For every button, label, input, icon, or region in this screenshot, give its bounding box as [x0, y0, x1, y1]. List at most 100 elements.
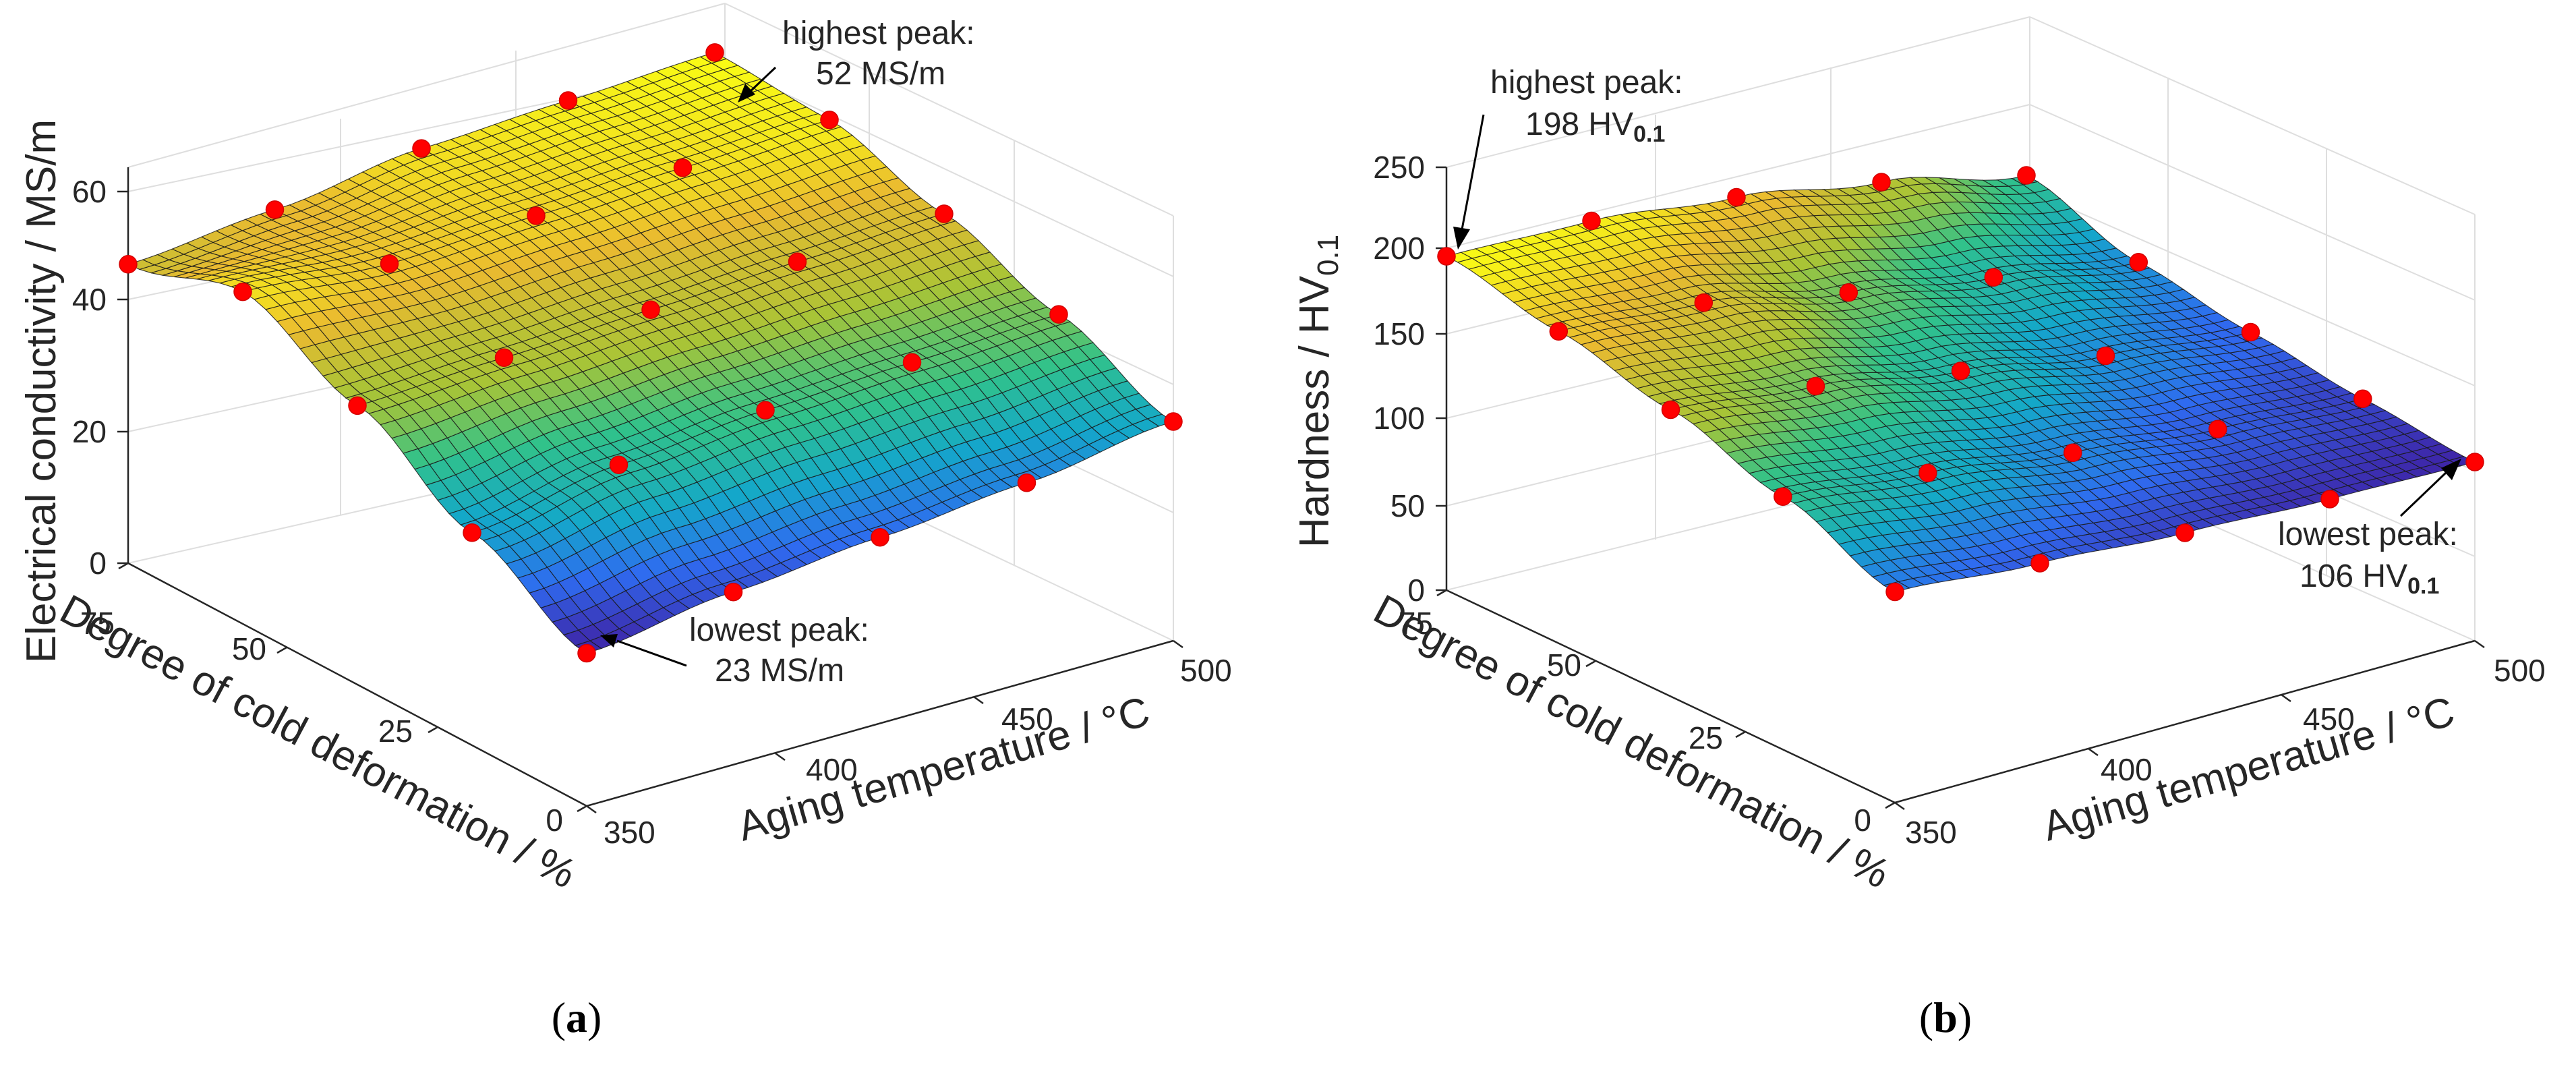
chart-a-data-point [788, 252, 807, 271]
chart-b-data-point [2241, 322, 2260, 342]
chart-a-data-point [609, 455, 628, 474]
chart-b-data-point [1549, 322, 1569, 341]
surface-b [1445, 175, 2476, 593]
chart-a-data-point [463, 523, 481, 542]
chart-a-data-point [412, 139, 431, 158]
chart-a-data-point [1017, 473, 1036, 492]
y-tick-b-75: 75 [1399, 606, 1433, 641]
chart-b-data-point [2096, 346, 2115, 366]
chart-a-data-point [902, 353, 922, 372]
z-tick-a-1: 20 [72, 414, 107, 449]
chart-b-data-point [2175, 523, 2194, 542]
chart-a-data-point [577, 643, 596, 663]
chart-a-data-point [527, 206, 546, 225]
chart-b-data-point [1806, 376, 1825, 396]
x-tick-a-500: 500 [1180, 653, 1232, 688]
axes-a [117, 167, 1183, 814]
chart-b-data-point [2208, 420, 2227, 439]
x-tick-b-400: 400 [2101, 752, 2153, 787]
chart-a-data-point [673, 158, 693, 177]
x-tick-a-400: 400 [806, 752, 858, 787]
panel-label-a-letter: a [566, 993, 587, 1041]
chart-b: 0 50 100 150 200 250 75 50 25 0 350 400 … [1291, 16, 2546, 1041]
arrow-highest-a [738, 84, 755, 103]
ticklabels-a: 0 20 40 60 75 50 25 0 350 400 450 500 [72, 174, 1232, 850]
chart-b-data-point [1661, 400, 1680, 420]
chart-a-data-point [724, 582, 743, 602]
annotation-highest-b-sub: 0.1 [1633, 121, 1665, 147]
chart-a-data-point [119, 255, 138, 274]
chart-b-data-point [2063, 443, 2082, 463]
chart-a-data-point [1164, 412, 1183, 431]
annotation-lowest-b-num: 106 HV [2300, 558, 2407, 594]
chart-b-data-point [2017, 166, 2036, 185]
arrow-highest-b [1453, 227, 1470, 250]
chart-b-data-point [1437, 247, 1456, 266]
chart-b-data-point [1727, 188, 1746, 207]
chart-b-data-point [1872, 173, 1891, 192]
x-tick-b-450: 450 [2303, 701, 2355, 737]
data-points-b [1437, 166, 2484, 602]
arrow-lowest-a [600, 634, 618, 647]
x-axis-label-a: Aging temperature / °C [732, 688, 1154, 850]
z-tick-b-150: 150 [1373, 316, 1425, 351]
annotation-lowest-b: lowest peak: 106 HV0.1 [2278, 459, 2461, 599]
chart-b-data-point [2129, 253, 2148, 272]
chart-a-data-point [380, 254, 399, 273]
chart-b-data-point [1919, 463, 1937, 483]
chart-a: 0 20 40 60 75 50 25 0 350 400 450 500 El… [18, 3, 1232, 1041]
z-tick-a-2: 40 [72, 282, 107, 317]
chart-b-data-point [2353, 389, 2372, 409]
annotation-highest-b-line1: highest peak: [1490, 65, 1683, 100]
annotation-lowest-b-sub: 0.1 [2407, 573, 2439, 599]
z-axis-label-b: Hardness / HV0.1 [1291, 235, 1345, 548]
x-tick-b-350: 350 [1905, 815, 1957, 850]
chart-b-data-point [1774, 487, 1792, 507]
annotation-lowest-b-line1: lowest peak: [2278, 517, 2458, 552]
surface-a [127, 52, 1175, 654]
z-axis-label-b-main: Hardness / HV [1291, 275, 1338, 548]
chart-b-data-point [1984, 268, 2003, 287]
y-tick-a-50: 50 [232, 631, 266, 666]
chart-b-data-point [2030, 554, 2049, 573]
chart-b-data-point [1582, 211, 1601, 231]
y-axis-label-b: Degree of cold deformation / % [1366, 586, 1897, 898]
axes-b [1436, 166, 2485, 811]
z-tick-b-250: 250 [1373, 150, 1425, 185]
chart-b-data-point [1885, 582, 1904, 602]
chart-a-data-point [348, 396, 367, 415]
chart-a-data-point [820, 110, 839, 129]
y-tick-a-25: 25 [378, 714, 413, 749]
chart-b-data-point [1951, 362, 1970, 380]
chart-a-data-point [265, 200, 285, 219]
data-points-a [119, 43, 1183, 663]
annotation-lowest-a-line2: 23 MS/m [715, 653, 844, 689]
chart-a-data-point [756, 401, 775, 420]
arrow-lowest-b [2441, 459, 2461, 480]
z-axis-label-a: Electrical conductivity / MS/m [18, 119, 65, 663]
chart-b-data-point [1839, 283, 1858, 302]
y-tick-a-0: 0 [546, 803, 563, 838]
chart-b-data-point [2320, 490, 2339, 509]
chart-a-data-point [494, 348, 514, 368]
z-tick-a-3: 60 [72, 174, 107, 209]
chart-a-data-point [705, 43, 724, 62]
annotation-highest-a-line2: 52 MS/m [816, 56, 945, 92]
annotation-highest-a: highest peak: 52 MS/m [738, 16, 975, 103]
annotation-highest-b: highest peak: 198 HV0.1 [1453, 65, 1683, 250]
chart-a-data-point [935, 204, 954, 223]
y-tick-b-50: 50 [1547, 647, 1581, 683]
chart-b-data-point [2465, 453, 2484, 471]
panel-label-a: (a) [552, 993, 602, 1041]
annotation-highest-b-num: 198 HV [1525, 107, 1633, 142]
z-tick-b-50: 50 [1391, 488, 1425, 523]
chart-a-data-point [1049, 305, 1068, 324]
chart-a-data-point [641, 300, 660, 319]
x-tick-a-350: 350 [604, 815, 655, 850]
ticklabels-b: 0 50 100 150 200 250 75 50 25 0 350 400 … [1373, 150, 2546, 850]
z-tick-a-0: 0 [89, 546, 107, 581]
annotation-lowest-a-line1: lowest peak: [689, 612, 869, 648]
chart-a-data-point [558, 91, 578, 110]
z-tick-b-200: 200 [1373, 231, 1425, 266]
